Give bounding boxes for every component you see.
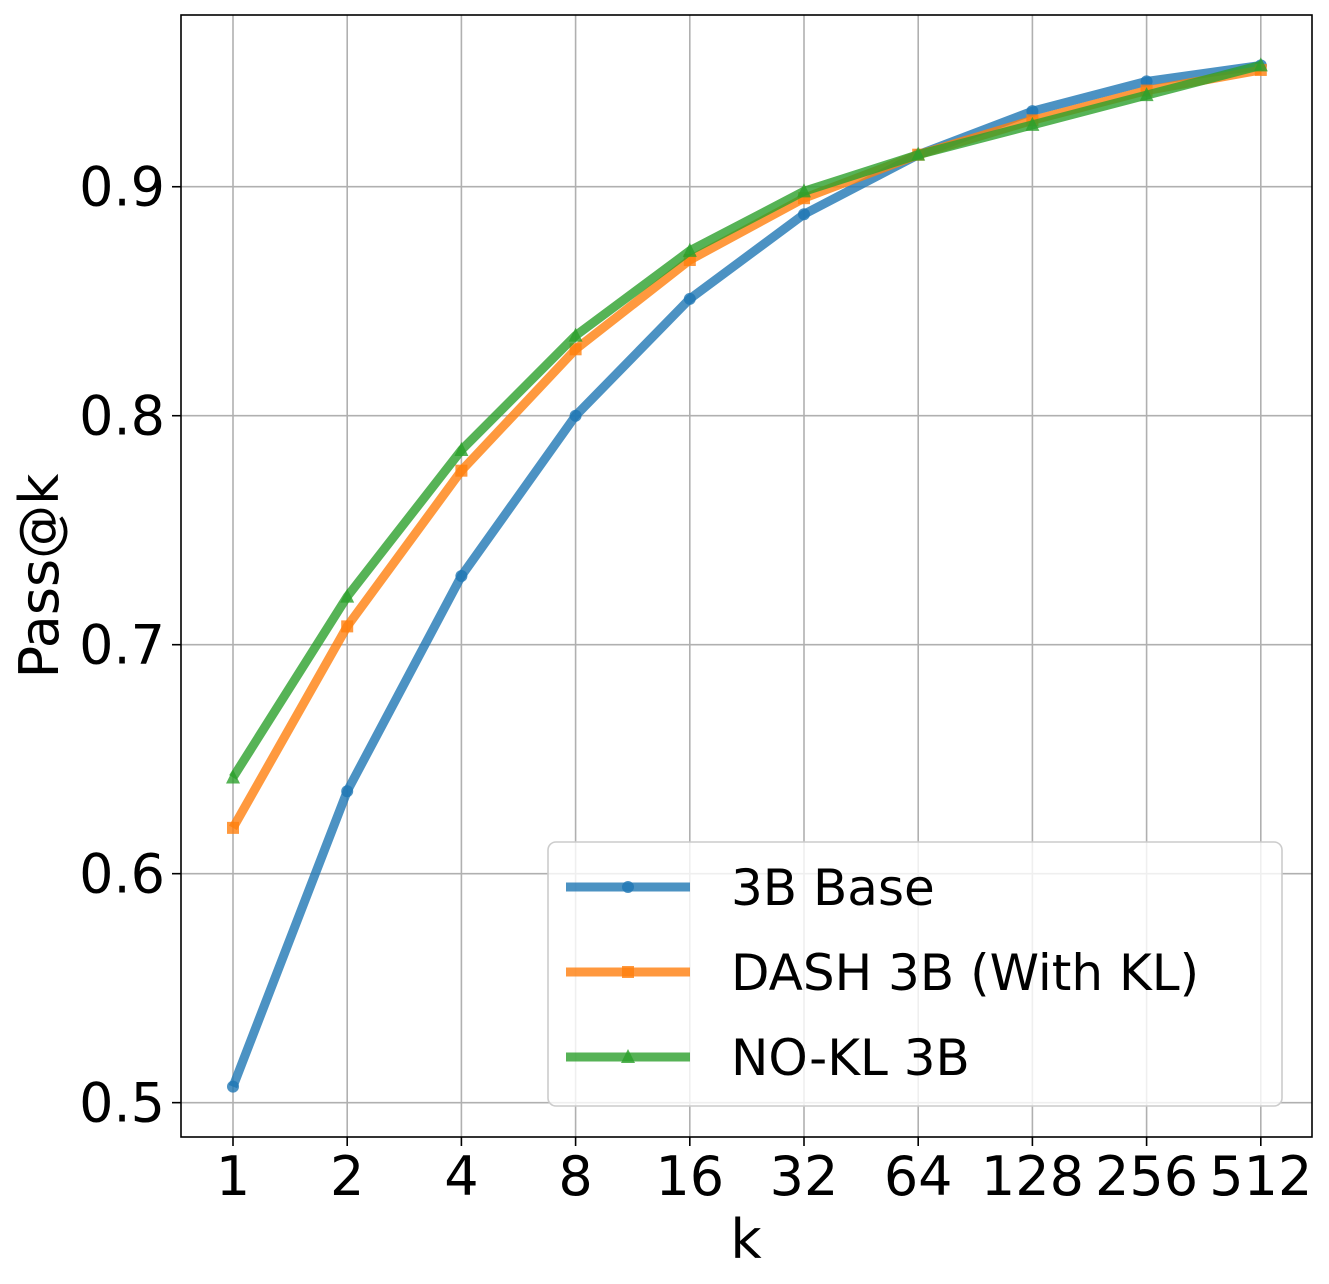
x-tick-label: 4	[444, 1145, 478, 1208]
legend: 3B Base DASH 3B (With KL) NO-KL 3B	[547, 841, 1283, 1107]
legend-label: DASH 3B (With KL)	[731, 944, 1199, 1002]
series-2-point	[341, 620, 354, 633]
series-1-point	[798, 208, 810, 221]
series-3-point	[682, 242, 697, 257]
x-tick-label: 64	[884, 1145, 953, 1208]
series-3-line	[229, 61, 1262, 780]
series-2-point	[227, 821, 239, 834]
series-1-line	[228, 60, 1262, 1089]
x-tick-label: 32	[770, 1145, 839, 1208]
y-tick-label: 0.6	[79, 843, 165, 906]
legend-label: 3B Base	[731, 859, 935, 917]
series-2-point	[455, 464, 468, 477]
legend-swatch-marker	[622, 966, 634, 978]
x-tick-label: 256	[1095, 1145, 1198, 1208]
series-3-point	[1025, 116, 1040, 131]
series-3-point	[226, 769, 240, 784]
legend-swatch-marker	[622, 881, 634, 893]
series-3	[226, 57, 1268, 784]
series-1-point	[227, 1080, 239, 1093]
y-axis-label: Pass@k	[8, 473, 71, 678]
legend-label: NO-KL 3B	[731, 1029, 970, 1087]
series-1-point	[569, 409, 582, 422]
legend-item: NO-KL 3B	[566, 1029, 970, 1087]
series-3-point	[911, 146, 926, 161]
series-3-point	[568, 327, 583, 342]
series-1-point	[1026, 105, 1039, 118]
y-tick-label: 0.9	[79, 156, 165, 219]
legend-item: 3B Base	[566, 859, 935, 917]
series-3-point	[340, 588, 355, 603]
legend-item: DASH 3B (With KL)	[566, 944, 1199, 1002]
series-3-point	[1139, 87, 1154, 102]
series-1	[227, 59, 1267, 1093]
legend-swatch-marker	[621, 1049, 635, 1063]
y-tick-label: 0.5	[79, 1072, 165, 1135]
series-1-point	[341, 785, 354, 798]
x-tick-label: 512	[1209, 1145, 1312, 1208]
series-1-point	[1140, 75, 1153, 88]
ticks: 1 2 4 8 16 32 64 128 256 512 0.5 0.6 0.7 0.8 0.9	[79, 156, 1312, 1208]
series-3-point	[454, 442, 469, 457]
series-3-point	[797, 183, 811, 198]
legend-box	[547, 841, 1283, 1107]
x-tick-label: 128	[981, 1145, 1084, 1208]
plot-frame	[180, 14, 1313, 1138]
series-3-point	[1253, 57, 1268, 72]
x-axis-label: k	[730, 1208, 762, 1271]
y-tick-label: 0.7	[79, 614, 165, 677]
x-tick-label: 2	[330, 1145, 364, 1208]
x-tick-label: 8	[558, 1145, 592, 1208]
series-1-point	[683, 292, 696, 305]
y-tick-label: 0.8	[79, 385, 165, 448]
series-layer	[226, 57, 1268, 1093]
x-tick-label: 16	[655, 1145, 724, 1208]
x-tick-label: 1	[216, 1145, 250, 1208]
series-2-point	[569, 343, 582, 356]
series-1-point	[455, 570, 468, 582]
